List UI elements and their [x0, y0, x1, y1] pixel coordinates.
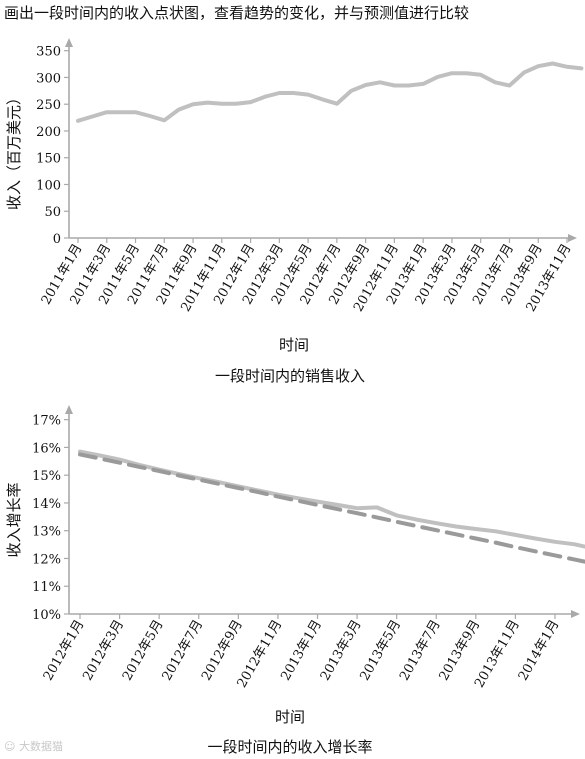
x-tick-label: 2012年3月	[80, 618, 127, 684]
y-tick-label: 100	[36, 178, 61, 193]
y-tick-label: 350	[36, 45, 61, 60]
revenue-chart: 一段时间内的销售收入 时间 收入（百万美元） 0 50 100 150 200 250 30…	[5, 38, 584, 385]
y-tick-label: 17%	[32, 414, 61, 429]
y-tick-label: 14%	[32, 497, 61, 512]
growth-chart-ylabel: 收入增长率	[5, 482, 23, 557]
watermark-logo: ☺ 大数据猫	[4, 738, 63, 754]
y-tick-label: 200	[36, 125, 61, 140]
x-axis-arrow	[571, 610, 580, 618]
y-tick-label: 250	[36, 98, 61, 113]
x-tick-label: 2014年1月	[516, 618, 563, 684]
actual-series-line	[78, 449, 585, 549]
growth-chart-xlabel: 时间	[275, 708, 305, 726]
prediction-series-line	[78, 452, 585, 564]
x-tick-label: 2012年5月	[120, 618, 167, 684]
y-tick-label: 50	[44, 205, 61, 220]
y-tick-label: 12%	[32, 552, 61, 567]
y-tick-label: 10%	[32, 608, 61, 623]
revenue-chart-ylabel: 收入（百万美元）	[5, 90, 23, 210]
actual-series-line	[76, 61, 584, 123]
x-tick-label: 2013年3月	[318, 618, 365, 684]
x-tick-label: 2013年5月	[357, 618, 404, 684]
watermark-text: 大数据猫	[18, 740, 63, 753]
revenue-chart-xlabel: 时间	[279, 336, 309, 354]
y-tick-label: 16%	[32, 441, 61, 456]
x-axis-arrow	[568, 234, 577, 242]
x-tick-label: 2012年9月	[199, 618, 246, 684]
x-tick-label: 2013年7月	[397, 618, 444, 684]
y-tick-label: 15%	[32, 469, 61, 484]
x-tick-label: 2013年1月	[278, 618, 325, 684]
y-axis-arrow	[65, 405, 73, 414]
y-tick-label: 0	[53, 232, 61, 247]
y-tick-label: 300	[36, 71, 61, 86]
y-tick-label: 11%	[32, 580, 61, 595]
x-tick-label: 2012年1月	[41, 618, 88, 684]
x-tick-label: 2013年9月	[437, 618, 484, 684]
y-tick-label: 150	[36, 152, 61, 167]
x-tick-label: 2012年7月	[160, 618, 207, 684]
revenue-chart-title: 一段时间内的销售收入	[215, 367, 365, 385]
growth-chart-title: 一段时间内的收入增长率	[207, 738, 372, 756]
watermark-icon: ☺	[4, 740, 16, 753]
y-tick-label: 13%	[32, 525, 61, 540]
growth-chart: 一段时间内的收入增长率 时间 收入增长率 10% 11% 12% 13% 14% 15% 1…	[5, 405, 585, 756]
page-heading: 画出一段时间内的收入点状图，查看趋势的变化，并与预测值进行比较	[4, 4, 470, 22]
y-axis-arrow	[65, 38, 73, 47]
